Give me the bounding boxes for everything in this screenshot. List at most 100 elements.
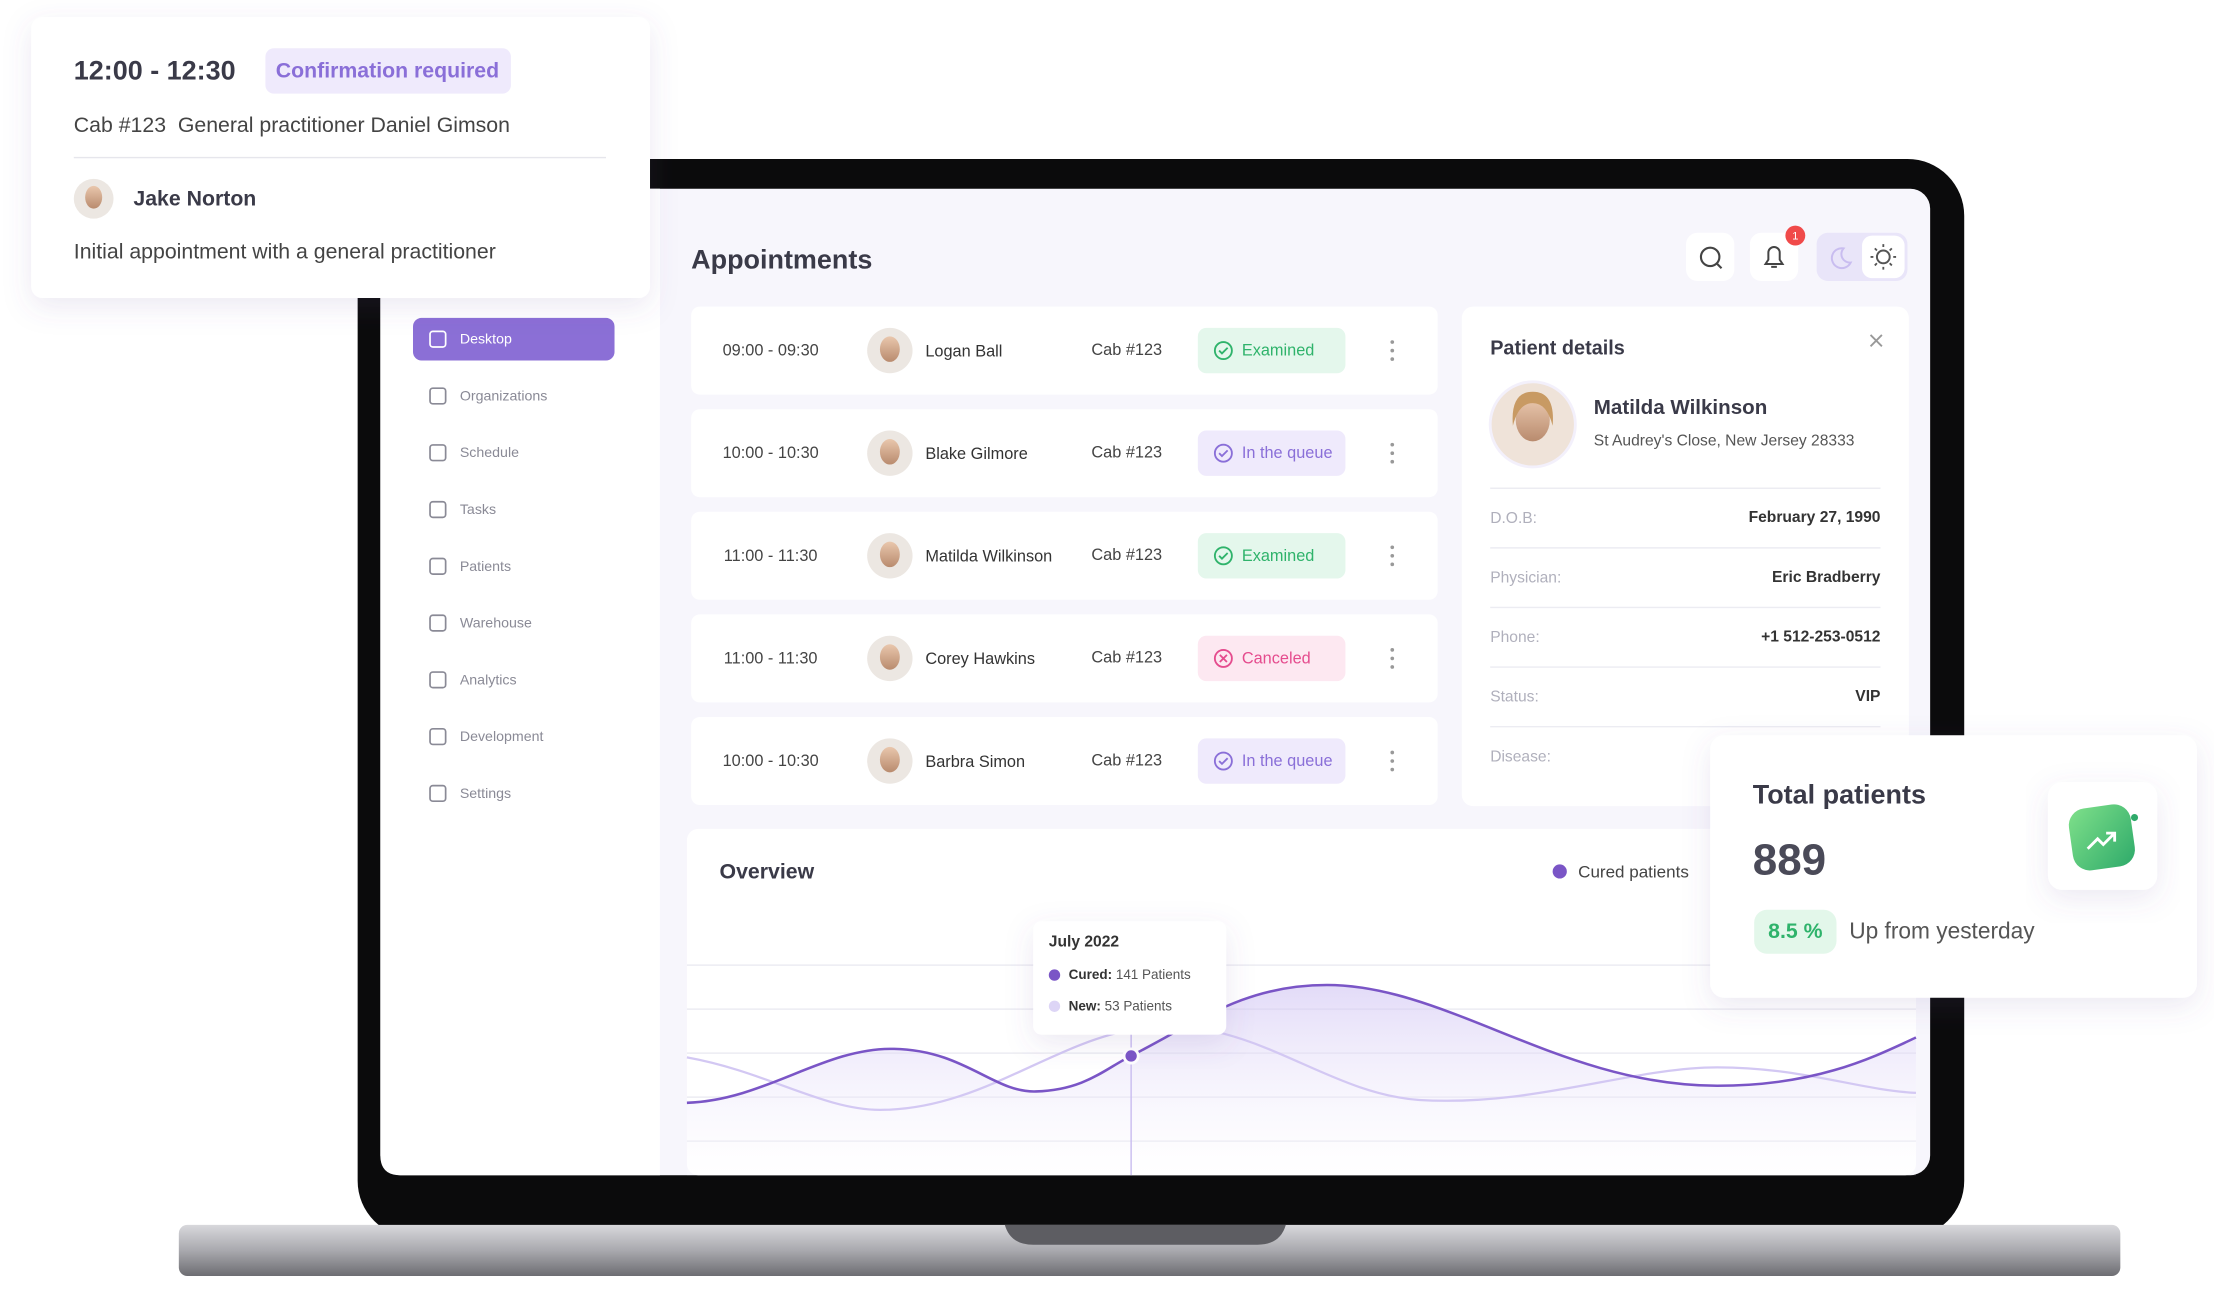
field-label: Physician: — [1490, 569, 1561, 586]
menu-item[interactable]: Schedule — [460, 445, 519, 461]
popup-note: Initial appointment with a general pract… — [74, 239, 496, 263]
avatar — [879, 541, 900, 568]
row-menu[interactable] — [1390, 459, 1395, 464]
tooltip-new: New: 53 Patients — [1069, 998, 1173, 1013]
status-icon — [1218, 449, 1229, 458]
moon-icon — [1830, 247, 1853, 270]
avatar — [879, 746, 900, 773]
bell-icon — [1763, 246, 1785, 268]
avatar — [879, 644, 900, 670]
patient-address: St Audrey's Close, New Jersey 28333 — [1594, 433, 1855, 450]
cured-area — [686, 985, 1916, 1176]
popup-avatar — [85, 185, 103, 209]
menu-icon — [429, 330, 447, 348]
menu-item[interactable]: Desktop — [460, 332, 512, 348]
field-value: VIP — [1855, 688, 1880, 705]
sun-button[interactable] — [1862, 235, 1905, 279]
trend-icon — [2086, 831, 2117, 850]
row-menu[interactable] — [1390, 767, 1395, 772]
status-label: Canceled — [1242, 649, 1311, 667]
close-button[interactable] — [1869, 334, 1883, 347]
tooltip-dot — [1048, 1000, 1061, 1012]
row-menu[interactable] — [1390, 340, 1395, 344]
cab: Cab #123 — [1091, 546, 1162, 564]
status-label: Examined — [1242, 547, 1315, 565]
change-note: Up from yesterday — [1849, 917, 2035, 943]
menu-icon — [429, 671, 447, 689]
tooltip-value: 141 Patients — [1116, 967, 1191, 982]
field-label: Disease: — [1490, 748, 1551, 765]
change-value: 8.5 % — [1768, 919, 1822, 943]
status-icon — [1213, 443, 1233, 463]
overview-title: Overview — [720, 860, 815, 884]
row-menu[interactable] — [1390, 750, 1395, 755]
menu-item[interactable]: Development — [460, 729, 544, 745]
row-menu[interactable] — [1390, 759, 1395, 763]
avatar — [879, 438, 900, 465]
sidebar-menu: Desktop Organizations Schedule Tasks Patient… — [412, 317, 615, 803]
appointment-time: 11:00 - 11:30 — [724, 649, 818, 667]
total-title: Total patients — [1753, 779, 1926, 809]
status-icon — [1218, 347, 1229, 355]
menu-item[interactable]: Settings — [460, 786, 511, 802]
menu-item[interactable]: Patients — [460, 559, 511, 575]
menu-icon — [429, 444, 447, 462]
row-menu[interactable] — [1390, 665, 1395, 669]
tooltip-value: 53 Patients — [1105, 998, 1173, 1013]
row-menu[interactable] — [1390, 656, 1395, 661]
appointment-list: 09:00 - 09:30 Logan Ball Cab #123 Examined 1… — [691, 306, 1438, 806]
menu-icon — [429, 387, 447, 405]
patient-name: Blake Gilmore — [925, 445, 1027, 463]
status-icon — [1218, 552, 1229, 560]
popup-detail: Cab #123 General practitioner Daniel Gim… — [74, 113, 510, 137]
appointment-time: 11:00 - 11:30 — [724, 547, 818, 565]
row-menu[interactable] — [1390, 357, 1395, 361]
row-menu[interactable] — [1390, 442, 1395, 447]
cab: Cab #123 — [1091, 341, 1162, 359]
notification-button[interactable] — [1749, 232, 1799, 282]
menu-icon — [429, 500, 447, 519]
panel-title: Patient details — [1490, 337, 1625, 359]
tooltip-cured: Cured: 141 Patients — [1069, 967, 1191, 982]
status-badge — [1197, 533, 1346, 579]
new-line — [686, 1025, 1917, 1112]
field-label: Status: — [1490, 689, 1539, 706]
status-label: In the queue — [1242, 752, 1333, 770]
patient-name: Matilda Wilkinson — [925, 548, 1052, 566]
row-menu[interactable] — [1390, 648, 1395, 652]
laptop-base — [178, 1224, 2121, 1276]
status-icon — [1213, 751, 1233, 771]
cab: Cab #123 — [1091, 649, 1162, 667]
total-value: 889 — [1753, 836, 1826, 885]
tooltip-label: New: — [1069, 998, 1101, 1013]
row-menu[interactable] — [1390, 545, 1395, 550]
menu-item[interactable]: Analytics — [460, 672, 517, 688]
row-menu[interactable] — [1390, 348, 1395, 353]
menu-icon — [429, 727, 447, 746]
status-label: In the queue — [1242, 444, 1333, 462]
patient-avatar — [1512, 391, 1553, 426]
patient-name: Corey Hawkins — [925, 650, 1035, 668]
search-button[interactable] — [1686, 232, 1735, 282]
menu-icon — [429, 614, 447, 632]
sun-icon — [1870, 244, 1897, 270]
status-badge — [1197, 430, 1346, 476]
row-menu[interactable] — [1390, 451, 1395, 456]
popup-patient: Jake Norton — [133, 187, 256, 211]
notification-count: 1 — [1792, 230, 1798, 242]
change-badge — [1754, 909, 1837, 954]
laptop-notch — [1004, 1224, 1286, 1245]
hover-point — [1122, 1047, 1140, 1065]
menu-item[interactable]: Tasks — [460, 502, 496, 518]
menu-item[interactable]: Organizations — [460, 388, 548, 404]
row-menu[interactable] — [1390, 562, 1395, 567]
trend-icon — [2068, 804, 2135, 871]
status-icon — [1213, 546, 1233, 566]
menu-icon — [429, 784, 447, 803]
status-icon — [1213, 341, 1233, 361]
row-menu[interactable] — [1390, 553, 1395, 558]
field-label: Phone: — [1490, 629, 1539, 646]
cab: Cab #123 — [1091, 444, 1162, 462]
menu-item[interactable]: Warehouse — [460, 616, 532, 632]
